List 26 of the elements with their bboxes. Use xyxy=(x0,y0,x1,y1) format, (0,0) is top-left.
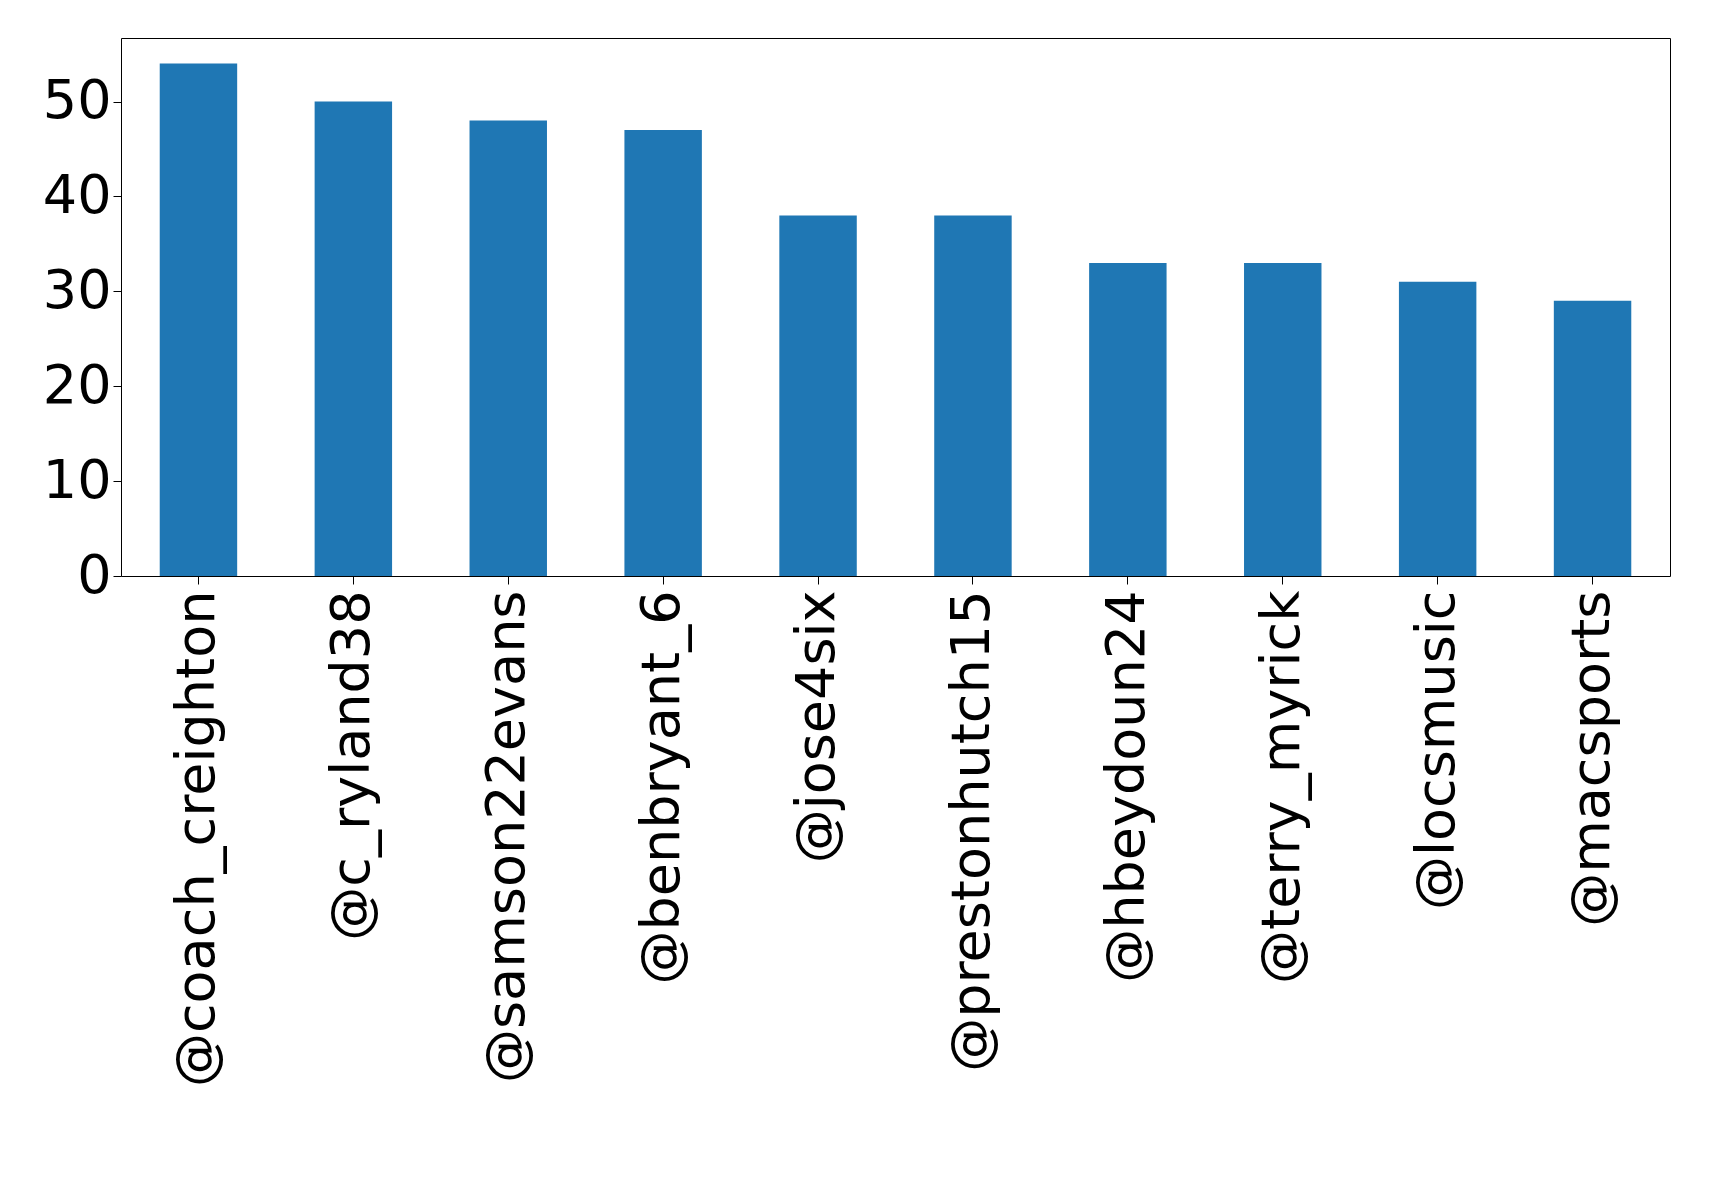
x-tick-label: @hbeydoun24 xyxy=(1093,590,1157,983)
y-tick-label: 40 xyxy=(42,162,112,226)
bar xyxy=(1244,262,1322,576)
x-tick-label: @c_ryland38 xyxy=(319,590,383,941)
y-tick-label: 50 xyxy=(42,68,112,132)
y-tick-label: 0 xyxy=(77,542,112,606)
x-tick-label: @prestonhutch15 xyxy=(938,590,1002,1072)
x-tick-label: @coach_creighton xyxy=(164,590,228,1088)
x-tick-label: @jose4six xyxy=(784,590,848,864)
y-tick-label: 10 xyxy=(42,447,112,511)
bar xyxy=(159,63,238,576)
bar xyxy=(779,215,857,576)
y-tick-label: 20 xyxy=(42,352,112,416)
y-tick-label: 30 xyxy=(42,257,112,321)
x-tick-label: @locsmusic xyxy=(1403,590,1467,911)
bar xyxy=(1398,281,1477,576)
x-tick-label: @samson22evans xyxy=(474,590,538,1084)
bar xyxy=(1553,300,1632,576)
bar xyxy=(314,101,393,576)
x-tick-label: @macsports xyxy=(1558,590,1622,927)
bar xyxy=(469,120,547,576)
bar xyxy=(1089,262,1167,576)
x-tick-label: @benbryant_6 xyxy=(629,590,693,985)
x-tick-label: @terry_myrick xyxy=(1248,589,1312,985)
bar xyxy=(934,215,1012,576)
bar xyxy=(624,130,702,576)
